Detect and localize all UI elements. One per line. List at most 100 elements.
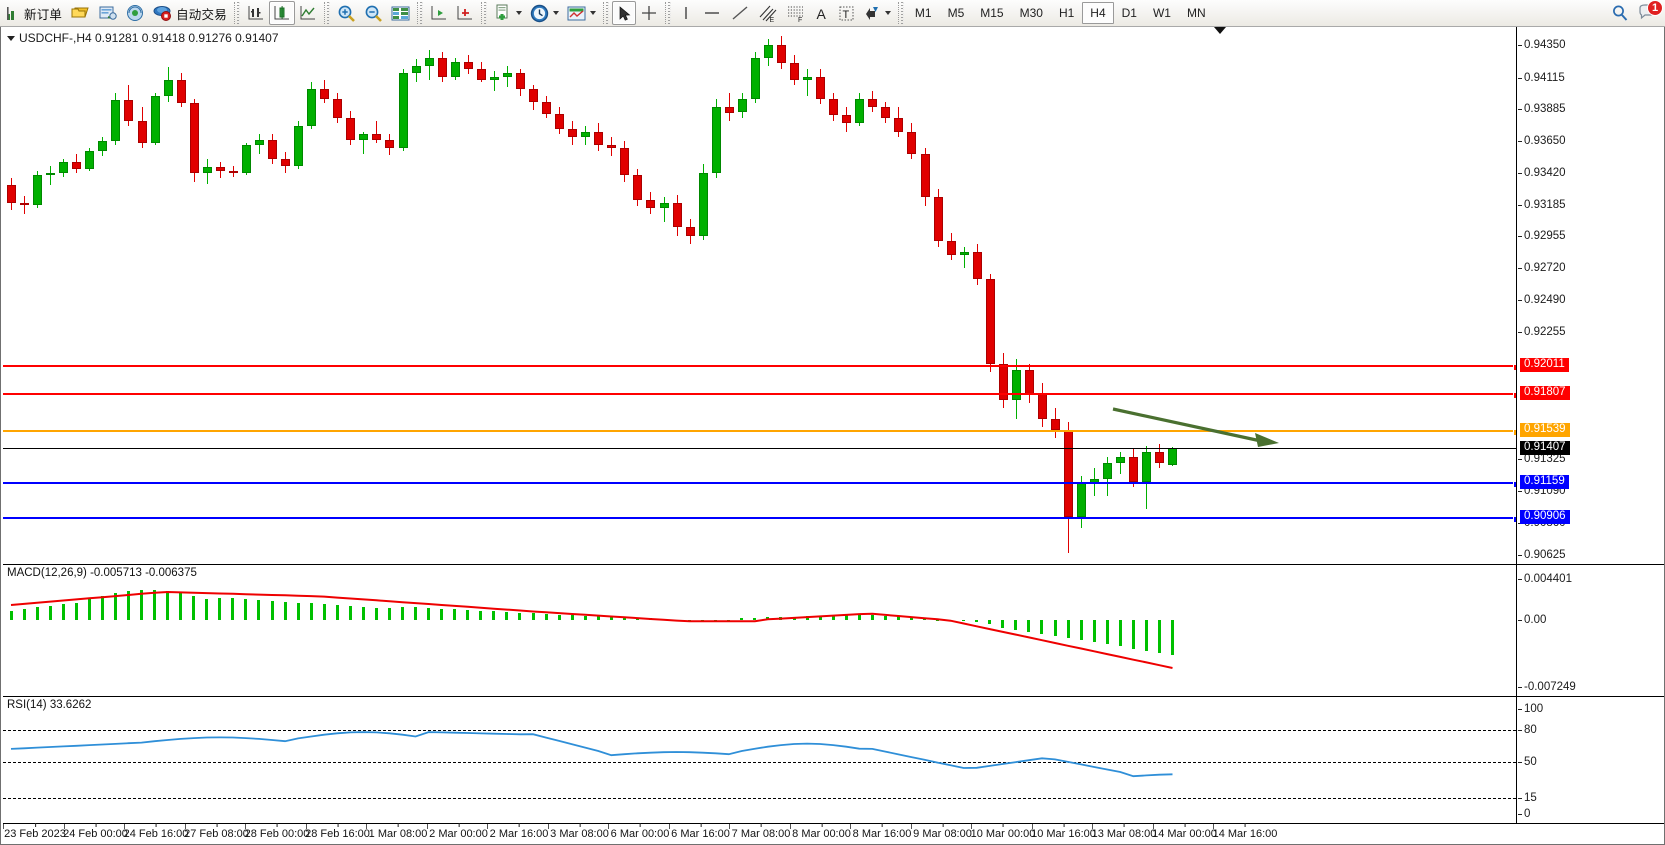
macd-histogram-bar	[1105, 619, 1109, 645]
price-level-handle[interactable]	[1513, 481, 1516, 489]
timeframe-w1-button[interactable]: W1	[1152, 6, 1171, 20]
candle-body	[646, 200, 656, 209]
candlestick-chart-button[interactable]	[268, 1, 295, 25]
candle-body	[698, 172, 708, 236]
macd-plot-area[interactable]	[3, 565, 1516, 696]
rsi-axis[interactable]: 100 80 50 15 0	[1516, 697, 1664, 823]
price-level-line[interactable]	[3, 515, 1516, 523]
crosshair-tool-button[interactable]	[636, 1, 662, 25]
macd-histogram-bar	[1144, 619, 1148, 651]
price-tick-label: 0.92255	[1518, 326, 1566, 339]
price-level-line[interactable]	[3, 429, 1516, 437]
fibonacci-button[interactable]: F	[782, 1, 810, 25]
chart-window[interactable]: USDCHF-,H4 0.91281 0.91418 0.91276 0.914…	[0, 27, 1665, 845]
macd-histogram-bar	[270, 600, 274, 620]
price-level-line[interactable]	[3, 481, 1516, 489]
channel-e-icon: E	[759, 5, 777, 23]
candle-body	[346, 117, 356, 140]
zoom-out-button[interactable]	[360, 1, 387, 25]
macd-histogram-bar	[113, 593, 117, 620]
rsi-plot-area[interactable]	[3, 697, 1516, 823]
rsi-level-line	[3, 798, 1516, 800]
price-level-badge[interactable]: 0.92011	[1520, 358, 1569, 373]
line-chart-icon	[300, 6, 315, 20]
price-pane[interactable]: USDCHF-,H4 0.91281 0.91418 0.91276 0.914…	[3, 27, 1664, 564]
timeframe-h4-button[interactable]: H4	[1082, 2, 1114, 24]
price-level-badge[interactable]: 0.91807	[1520, 386, 1570, 401]
market-watch-button[interactable]	[94, 1, 122, 25]
macd-histogram-bar	[22, 608, 26, 620]
timeframe-m5-button[interactable]: M5	[947, 6, 965, 20]
candle-body	[476, 68, 486, 80]
price-level-handle[interactable]	[1513, 364, 1516, 372]
price-level-badge[interactable]: 0.91159	[1520, 475, 1569, 490]
equidistant-channel-button[interactable]: E	[754, 1, 782, 25]
timeframe-m15-button[interactable]: M15	[980, 6, 1004, 20]
notifications-button[interactable]: 1	[1633, 0, 1663, 25]
macd-histogram-bar	[74, 603, 78, 620]
new-chart-button[interactable]	[490, 1, 526, 25]
cursor-tool-button[interactable]	[611, 1, 636, 25]
price-axis[interactable]: 0.94350 0.94115 0.93885 0.93650 0.93420 0.931…	[1516, 27, 1664, 564]
time-axis[interactable]: 23 Feb 2023 24 Feb 00:00 24 Feb 16:00 27 Fe…	[3, 823, 1664, 844]
rsi-line	[10, 731, 1173, 778]
timeframe-d1-button[interactable]: D1	[1121, 6, 1137, 20]
price-level-handle[interactable]	[1513, 392, 1516, 400]
price-level-line[interactable]	[3, 392, 1516, 400]
zoom-in-icon	[338, 5, 355, 22]
candlestick-chart-icon	[274, 6, 289, 20]
price-level-badge[interactable]: 0.90906	[1520, 509, 1570, 524]
zoom-in-button[interactable]	[333, 1, 360, 25]
time-tick-label: 27 Feb 08:00	[184, 823, 249, 840]
signals-button[interactable]	[122, 1, 149, 25]
timeframe-m1-button[interactable]: M1	[914, 6, 932, 20]
price-level-badge[interactable]: 0.91407	[1520, 441, 1570, 456]
macd-pane[interactable]: MACD(12,26,9) -0.005713 -0.006375 0.0044…	[3, 564, 1664, 696]
time-tick-label: 13 Mar 08:00	[1091, 823, 1157, 840]
search-button[interactable]	[1607, 1, 1633, 25]
profiles-button[interactable]	[66, 1, 94, 25]
macd-histogram-bar	[374, 607, 378, 620]
price-level-handle[interactable]	[1513, 515, 1516, 523]
price-plot-area[interactable]	[3, 27, 1516, 564]
line-chart-button[interactable]	[295, 1, 321, 25]
text-label-button[interactable]: T	[834, 1, 859, 25]
candle-body	[98, 141, 108, 151]
grid-window-icon	[391, 6, 410, 20]
clock-icon	[530, 4, 549, 22]
trend-arrow-annotation[interactable]	[1111, 405, 1291, 465]
macd-histogram-bar	[544, 613, 548, 620]
rsi-pane[interactable]: RSI(14) 33.6262 100 80 50 15 0	[3, 696, 1664, 823]
templates-button[interactable]	[563, 1, 600, 25]
candle-body	[868, 98, 878, 108]
horizontal-line-button[interactable]	[698, 1, 726, 25]
macd-axis[interactable]: 0.004401 0.00 -0.007249	[1516, 565, 1664, 696]
arrows-button[interactable]	[859, 1, 895, 25]
vertical-line-button[interactable]	[674, 1, 698, 25]
autotrading-button[interactable]: 自动交易	[149, 1, 231, 25]
trendline-button[interactable]	[726, 1, 754, 25]
macd-histogram-bar	[1040, 619, 1044, 635]
price-level-badge[interactable]: 0.91539	[1520, 423, 1570, 438]
macd-histogram-bar	[596, 616, 600, 620]
candle-body	[437, 57, 447, 77]
price-level-handle[interactable]	[1513, 429, 1516, 437]
macd-histogram-bar	[1157, 619, 1161, 653]
chart-shift-button[interactable]	[426, 1, 452, 25]
period-button[interactable]	[526, 1, 563, 25]
new-order-button[interactable]: 新订单	[2, 1, 66, 25]
timeframe-m30-button[interactable]: M30	[1019, 6, 1043, 20]
bar-chart-button[interactable]	[243, 1, 269, 25]
macd-histogram-bar	[296, 602, 300, 620]
timeframe-h1-button[interactable]: H1	[1058, 6, 1075, 20]
price-level-line[interactable]	[3, 448, 1516, 450]
macd-histogram-bar	[48, 605, 52, 620]
timeframe-mn-button[interactable]: MN	[1186, 6, 1206, 20]
auto-scroll-button[interactable]	[452, 1, 478, 25]
candle-wick	[663, 197, 665, 222]
macd-histogram-bar	[453, 609, 457, 620]
text-tool-button[interactable]: A	[810, 1, 834, 25]
price-level-line[interactable]	[3, 364, 1516, 372]
data-window-button[interactable]	[387, 1, 414, 25]
